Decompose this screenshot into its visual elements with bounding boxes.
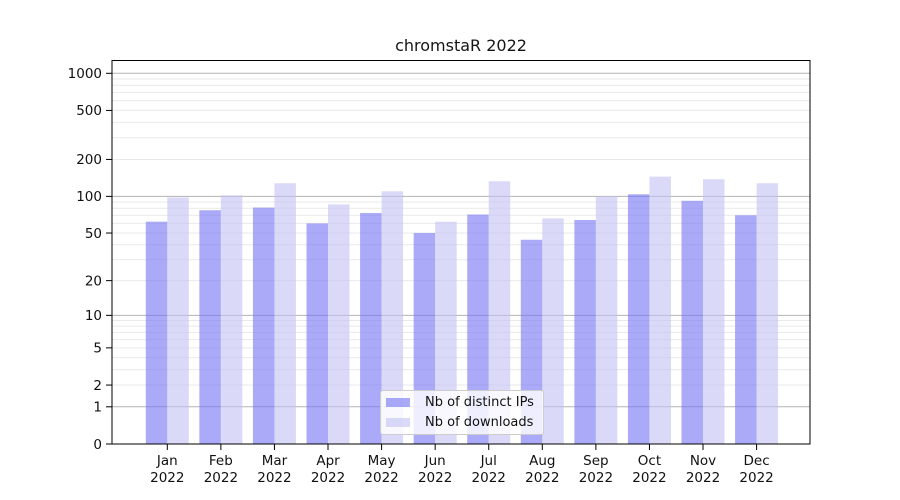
legend-swatch-distinct-ips xyxy=(386,398,410,408)
bar-distinct-ips-apr xyxy=(306,223,329,444)
x-tick-label-month: Aug xyxy=(529,453,555,469)
bar-downloads-may xyxy=(381,191,404,444)
bar-distinct-ips-jan xyxy=(145,221,168,444)
x-tick-label-month: Jul xyxy=(480,453,497,469)
y-tick-label: 5 xyxy=(93,341,102,357)
x-tick-label-year: 2022 xyxy=(686,470,720,486)
x-tick-label-month: May xyxy=(368,453,396,469)
x-tick-label-year: 2022 xyxy=(632,470,666,486)
y-tick-label: 200 xyxy=(76,152,102,168)
bar-downloads-jul xyxy=(488,181,511,444)
legend: Nb of distinct IPs Nb of downloads xyxy=(380,390,544,435)
x-tick-label-year: 2022 xyxy=(579,470,613,486)
x-tick-label-year: 2022 xyxy=(364,470,398,486)
y-tick-label: 1 xyxy=(93,400,102,416)
bar-downloads-apr xyxy=(328,204,350,444)
x-tick-label-month: Sep xyxy=(583,453,608,469)
bar-distinct-ips-feb xyxy=(199,210,221,444)
bar-distinct-ips-jul xyxy=(467,214,489,444)
bar-downloads-nov xyxy=(703,179,725,444)
legend-item-distinct-ips: Nb of distinct IPs xyxy=(386,393,538,412)
bar-downloads-jan xyxy=(167,197,189,444)
bar-downloads-jun xyxy=(435,221,457,444)
bar-downloads-dec xyxy=(756,183,779,445)
x-tick-label-month: Dec xyxy=(744,453,770,469)
x-tick-label-year: 2022 xyxy=(739,470,773,486)
x-tick-label-month: Apr xyxy=(316,453,340,469)
x-tick-label-year: 2022 xyxy=(418,470,452,486)
bar-downloads-sep xyxy=(595,196,618,444)
x-tick-label-year: 2022 xyxy=(150,470,184,486)
bar-distinct-ips-dec xyxy=(735,215,757,444)
y-tick-label: 50 xyxy=(85,226,102,242)
x-tick-label-year: 2022 xyxy=(525,470,559,486)
plot-frame xyxy=(111,60,811,445)
x-tick-label-year: 2022 xyxy=(472,470,506,486)
bar-downloads-oct xyxy=(649,176,671,444)
y-tick-label: 100 xyxy=(76,189,102,205)
x-tick-label-month: Mar xyxy=(262,453,288,469)
legend-label-distinct-ips: Nb of distinct IPs xyxy=(425,395,534,411)
chart-title: chromstaR 2022 xyxy=(395,36,527,55)
x-tick-label-year: 2022 xyxy=(257,470,291,486)
x-tick-label-month: Jun xyxy=(424,453,446,469)
bar-downloads-mar xyxy=(274,183,296,445)
y-tick-label: 500 xyxy=(76,103,102,119)
bar-distinct-ips-nov xyxy=(681,200,704,444)
bar-distinct-ips-oct xyxy=(627,194,650,444)
x-tick-label-month: Nov xyxy=(690,453,716,469)
x-tick-label-year: 2022 xyxy=(204,470,238,486)
bar-downloads-aug xyxy=(542,218,564,444)
y-tick-label: 0 xyxy=(93,437,102,453)
bar-downloads-feb xyxy=(220,195,243,444)
x-tick-label-month: Oct xyxy=(638,453,661,469)
y-tick-label: 10 xyxy=(85,308,102,324)
bar-distinct-ips-sep xyxy=(574,220,596,444)
y-tick-label: 2 xyxy=(93,378,102,394)
legend-swatch-downloads xyxy=(386,417,410,427)
x-tick-label-month: Jan xyxy=(156,453,178,469)
x-tick-label-month: Feb xyxy=(209,453,233,469)
y-tick-label: 20 xyxy=(85,273,102,289)
y-tick-label: 1000 xyxy=(68,66,102,82)
x-tick-label-year: 2022 xyxy=(311,470,345,486)
legend-label-downloads: Nb of downloads xyxy=(425,414,534,430)
legend-item-downloads: Nb of downloads xyxy=(386,413,538,432)
bar-distinct-ips-may xyxy=(360,213,382,444)
bar-distinct-ips-mar xyxy=(252,207,275,444)
